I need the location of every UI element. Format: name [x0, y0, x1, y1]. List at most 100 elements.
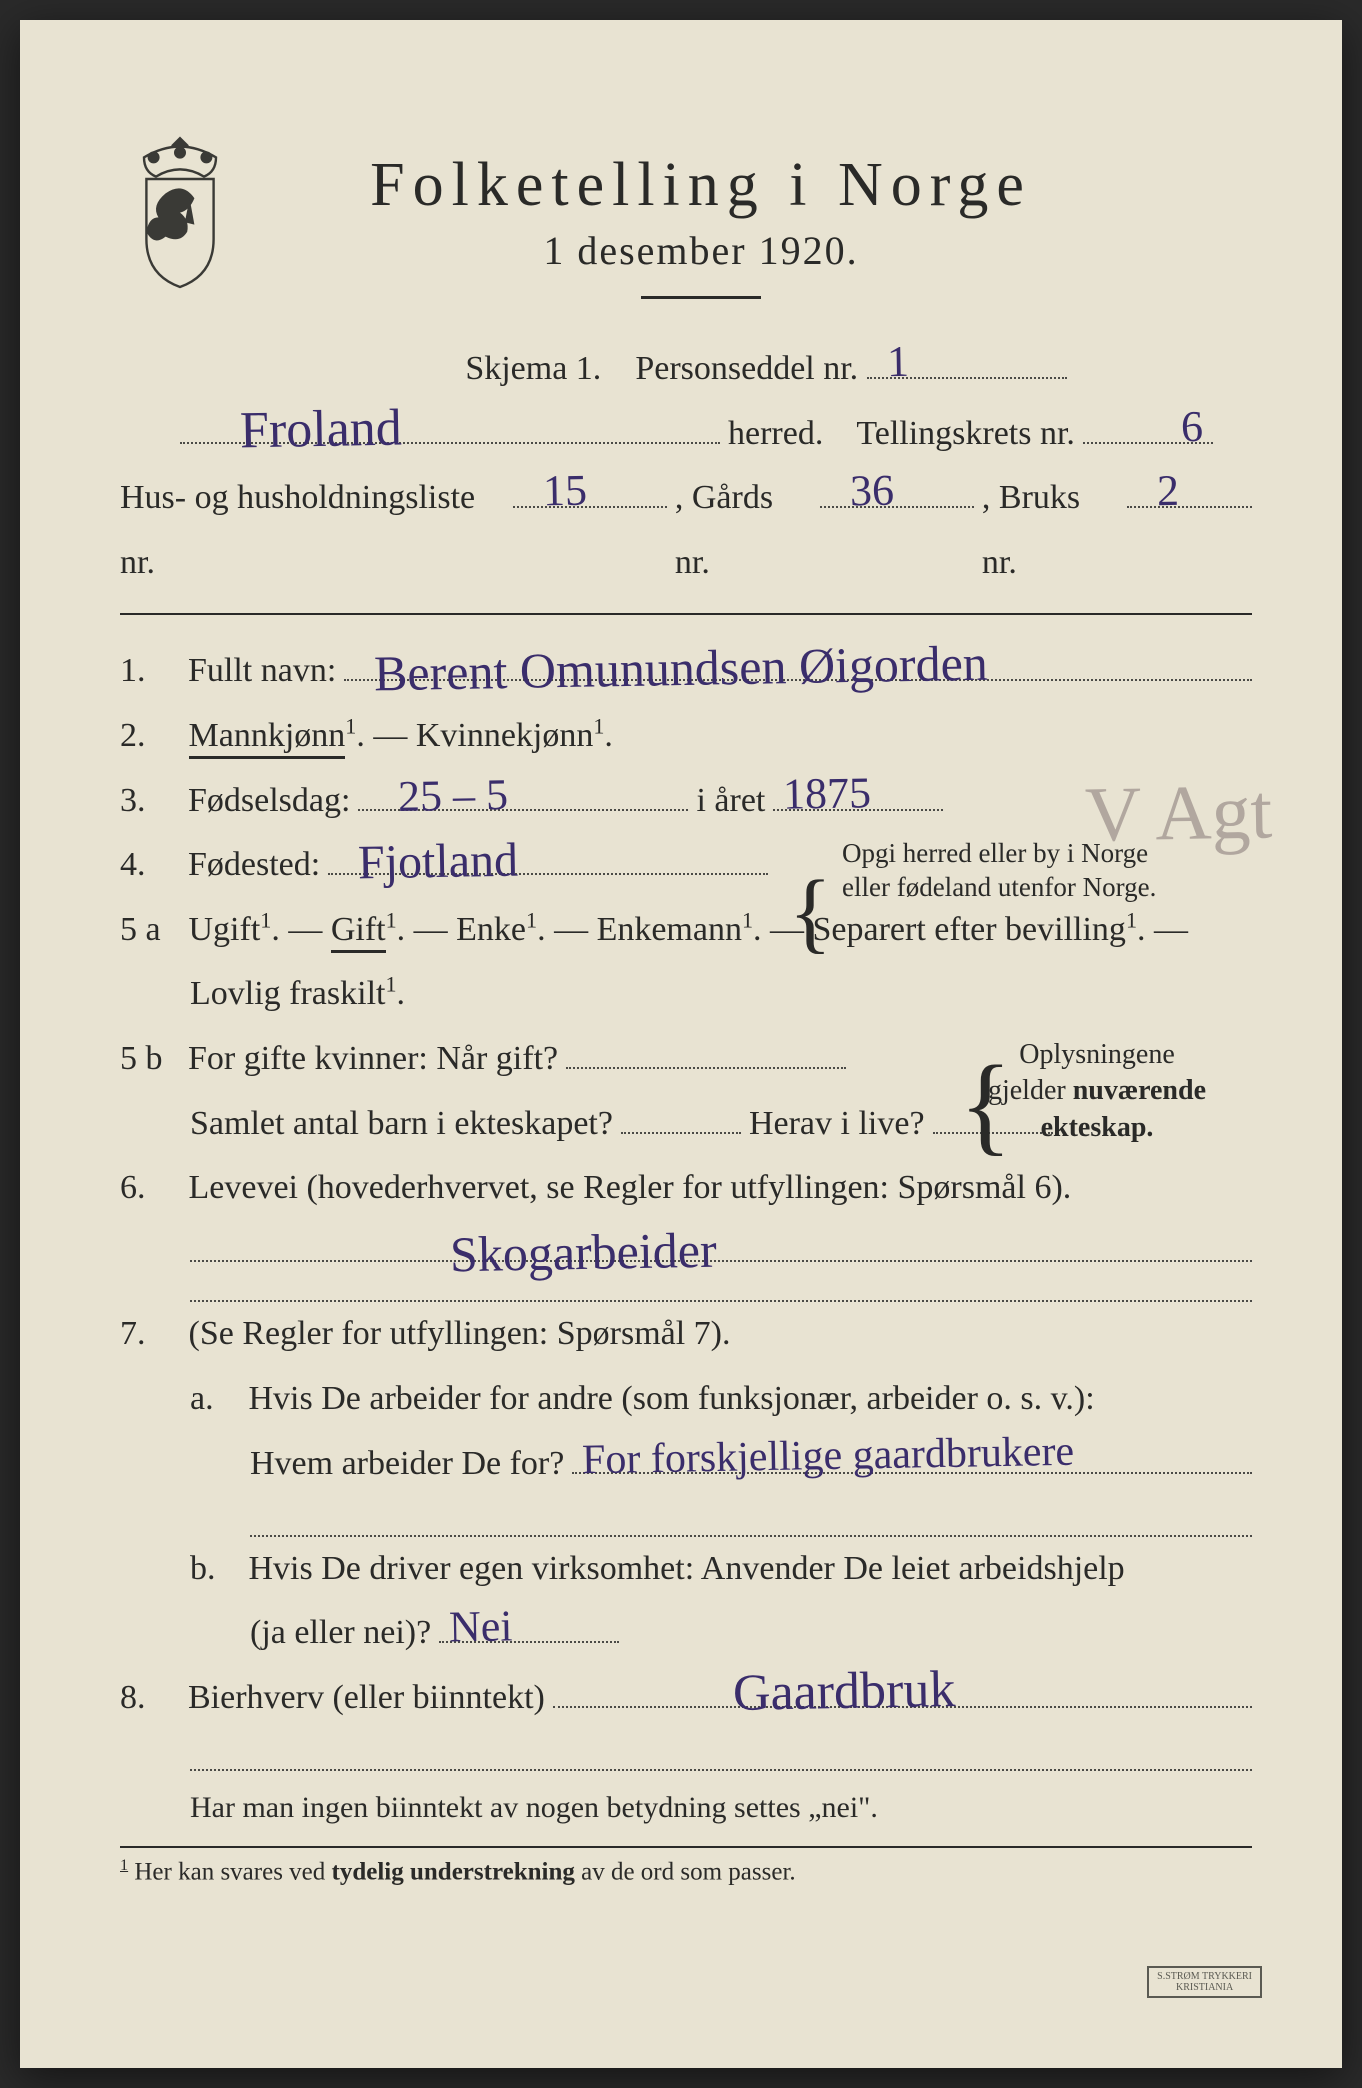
subtitle: 1 desember 1920.	[270, 227, 1132, 274]
q8-blank	[120, 1731, 1252, 1772]
q7b-label2: (ja eller nei)?	[250, 1601, 431, 1666]
q5b-label2: Samlet antal barn i ekteskapet?	[190, 1092, 613, 1157]
printer-mark: S.STRØM TRYKKERI KRISTIANIA	[1147, 1966, 1262, 1998]
footnote-a: Her kan svares ved	[134, 1859, 331, 1886]
q3-year-label: i året	[696, 769, 765, 834]
herred-field: Froland	[180, 403, 720, 444]
gards-label: , Gårds nr.	[675, 466, 812, 595]
q7a-blank	[120, 1496, 1252, 1537]
q3-year-field: 1875	[773, 770, 943, 811]
q7a-line2: Hvem arbeider De for? For forskjellige g…	[120, 1432, 1252, 1497]
q5a-opt-enkemann: Enkemann	[597, 911, 742, 948]
printer-l1: S.STRØM TRYKKERI	[1157, 1971, 1252, 1982]
footnote: 1 Her kan svares ved tydelig understrekn…	[120, 1856, 1252, 1886]
q6-answer-line: Skogarbeider	[120, 1221, 1252, 1262]
title-rule	[641, 296, 761, 299]
q5b-gift-field	[566, 1028, 846, 1069]
section-rule-1	[120, 613, 1252, 615]
q5b-note-l3: ekteskap.	[982, 1110, 1212, 1146]
q7b-line2: (ja eller nei)? Nei	[120, 1601, 1252, 1666]
q7a-label2: Hvem arbeider De for?	[250, 1432, 564, 1497]
q4-label: Fødested:	[188, 833, 320, 898]
q3-num: 3.	[120, 769, 180, 834]
tail-note: Har man ingen biinntekt av nogen betydni…	[120, 1779, 1252, 1836]
q5a-line1: 5 a Ugift1. — Gift1. — Enke1. — Enkemann…	[120, 898, 1252, 963]
q7b-letter: b.	[190, 1537, 240, 1602]
q6-field: Skogarbeider	[190, 1221, 1252, 1262]
hus-value: 15	[542, 449, 587, 533]
q8-line: 8. Bierhverv (eller biinntekt) Gaardbruk	[120, 1666, 1252, 1731]
personseddel-label: Personseddel nr.	[635, 350, 858, 387]
header-block: Folketelling i Norge 1 desember 1920.	[120, 140, 1252, 327]
q8-field2	[190, 1731, 1252, 1772]
q5a-opt-enke: Enke	[456, 911, 526, 948]
personseddel-value: 1	[886, 320, 909, 404]
main-title: Folketelling i Norge	[270, 150, 1132, 221]
q5b-label3: Herav i live?	[749, 1092, 925, 1157]
q2-sup2: 1	[593, 714, 604, 739]
q2-num: 2.	[120, 704, 180, 769]
q6-num: 6.	[120, 1156, 180, 1221]
q5a-opt-separert: Separert efter bevilling	[813, 911, 1126, 948]
q4-num: 4.	[120, 833, 180, 898]
q5b-block: 5 b For gifte kvinner: Når gift? Samlet …	[120, 1027, 1252, 1156]
hus-field: 15	[513, 467, 667, 508]
skjema-label: Skjema 1.	[465, 350, 601, 387]
q1-label: Fullt navn:	[188, 639, 336, 704]
q8-value: Gaardbruk	[732, 1641, 956, 1744]
q4-value: Fjotland	[357, 815, 519, 909]
q7a-label1: Hvis De arbeider for andre (som funksjon…	[249, 1380, 1095, 1417]
title-block: Folketelling i Norge 1 desember 1920.	[270, 140, 1252, 327]
herred-label: herred.	[728, 402, 823, 467]
q1-num: 1.	[120, 639, 180, 704]
q3-line: 3. Fødselsdag: 25 – 5 i året 1875 V Agt	[120, 769, 1252, 834]
q8-field: Gaardbruk	[553, 1667, 1252, 1708]
krets-value: 6	[1180, 385, 1203, 469]
q5a-lovlig: Lovlig fraskilt	[190, 975, 385, 1012]
q7b-field: Nei	[439, 1603, 619, 1644]
q7-num: 7.	[120, 1302, 180, 1367]
q5b-note-l1: Oplysningene	[982, 1037, 1212, 1073]
q2-line: 2. Mannkjønn1. — Kvinnekjønn1.	[120, 704, 1252, 769]
q7b-line1: b. Hvis De driver egen virksomhet: Anven…	[120, 1537, 1252, 1602]
q7b-value: Nei	[448, 1584, 513, 1669]
q5b-barn-field	[621, 1093, 741, 1134]
q7-label: (Se Regler for utfyllingen: Spørsmål 7).	[189, 1315, 731, 1352]
q2-sup1: 1	[345, 714, 356, 739]
q5b-label1: For gifte kvinner: Når gift?	[188, 1027, 558, 1092]
footnote-rule	[120, 1846, 1252, 1848]
q4-line: 4. Fødested: Fjotland { Opgi herred elle…	[120, 833, 1252, 898]
hus-label: Hus- og husholdningsliste nr.	[120, 466, 505, 595]
q7a-field2	[250, 1496, 1252, 1537]
gards-field: 36	[820, 467, 974, 508]
bruks-value: 2	[1156, 449, 1179, 533]
footnote-c: av de ord som passer.	[575, 1859, 796, 1886]
q7a-field: For forskjellige gaardbrukere	[572, 1433, 1252, 1474]
q5a-line2: Lovlig fraskilt1.	[120, 962, 1252, 1027]
footnote-b: tydelig understrekning	[332, 1859, 575, 1886]
q7b-label1: Hvis De driver egen virksomhet: Anvender…	[249, 1550, 1125, 1587]
q4-hint: Opgi herred eller by i Norge eller fødel…	[842, 837, 1252, 905]
q8-label: Bierhverv (eller biinntekt)	[188, 1666, 545, 1731]
q7a-value: For forskjellige gaardbrukere	[582, 1412, 1075, 1500]
bruks-label: , Bruks nr.	[982, 466, 1119, 595]
herred-line: Froland herred. Tellingskrets nr. 6	[120, 402, 1252, 467]
q7-line: 7. (Se Regler for utfyllingen: Spørsmål …	[120, 1302, 1252, 1367]
q5a-opt-ugift: Ugift	[189, 911, 261, 948]
q3-day-field: 25 – 5	[358, 770, 688, 811]
q1-field: Berent Omunundsen Øigorden	[344, 641, 1252, 682]
bruks-field: 2	[1127, 467, 1252, 508]
krets-field: 6	[1083, 403, 1213, 444]
q7a-letter: a.	[190, 1367, 240, 1432]
q5b-note-l2: gjelder nuværende	[982, 1073, 1212, 1109]
q4-hint-l1: Opgi herred eller by i Norge	[842, 837, 1252, 871]
q5a-opt-gift: Gift	[331, 911, 386, 953]
coat-of-arms-icon	[120, 130, 240, 300]
footnote-marker: 1	[120, 1856, 128, 1874]
q5b-note: Oplysningene gjelder nuværende ekteskap.	[982, 1037, 1212, 1146]
q6-blank-line	[120, 1262, 1252, 1303]
q2-mann: Mannkjønn	[189, 717, 346, 759]
q3-year-value: 1875	[783, 751, 872, 836]
gards-value: 36	[849, 449, 894, 533]
q4-field: Fjotland	[328, 834, 768, 875]
